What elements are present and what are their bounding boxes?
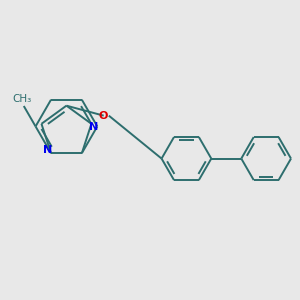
Text: O: O <box>99 111 108 121</box>
Text: N: N <box>43 145 52 155</box>
Text: N: N <box>89 122 98 132</box>
Text: CH₃: CH₃ <box>12 94 32 104</box>
